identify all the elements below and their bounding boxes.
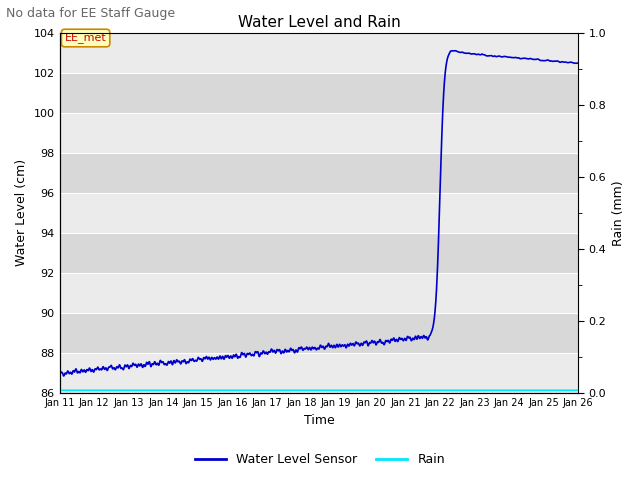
Y-axis label: Rain (mm): Rain (mm): [612, 180, 625, 246]
Bar: [60, 273, 579, 313]
Bar: [60, 233, 579, 273]
Text: EE_met: EE_met: [65, 33, 106, 44]
Bar: [60, 193, 579, 233]
Bar: [60, 33, 579, 72]
Bar: [60, 72, 579, 113]
Text: No data for EE Staff Gauge: No data for EE Staff Gauge: [6, 7, 175, 20]
Bar: [60, 353, 579, 393]
Title: Water Level and Rain: Water Level and Rain: [237, 15, 400, 30]
Bar: [60, 113, 579, 153]
Y-axis label: Water Level (cm): Water Level (cm): [15, 159, 28, 266]
Legend: Water Level Sensor, Rain: Water Level Sensor, Rain: [190, 448, 450, 471]
Bar: [60, 313, 579, 353]
Bar: [60, 153, 579, 193]
X-axis label: Time: Time: [303, 414, 334, 427]
